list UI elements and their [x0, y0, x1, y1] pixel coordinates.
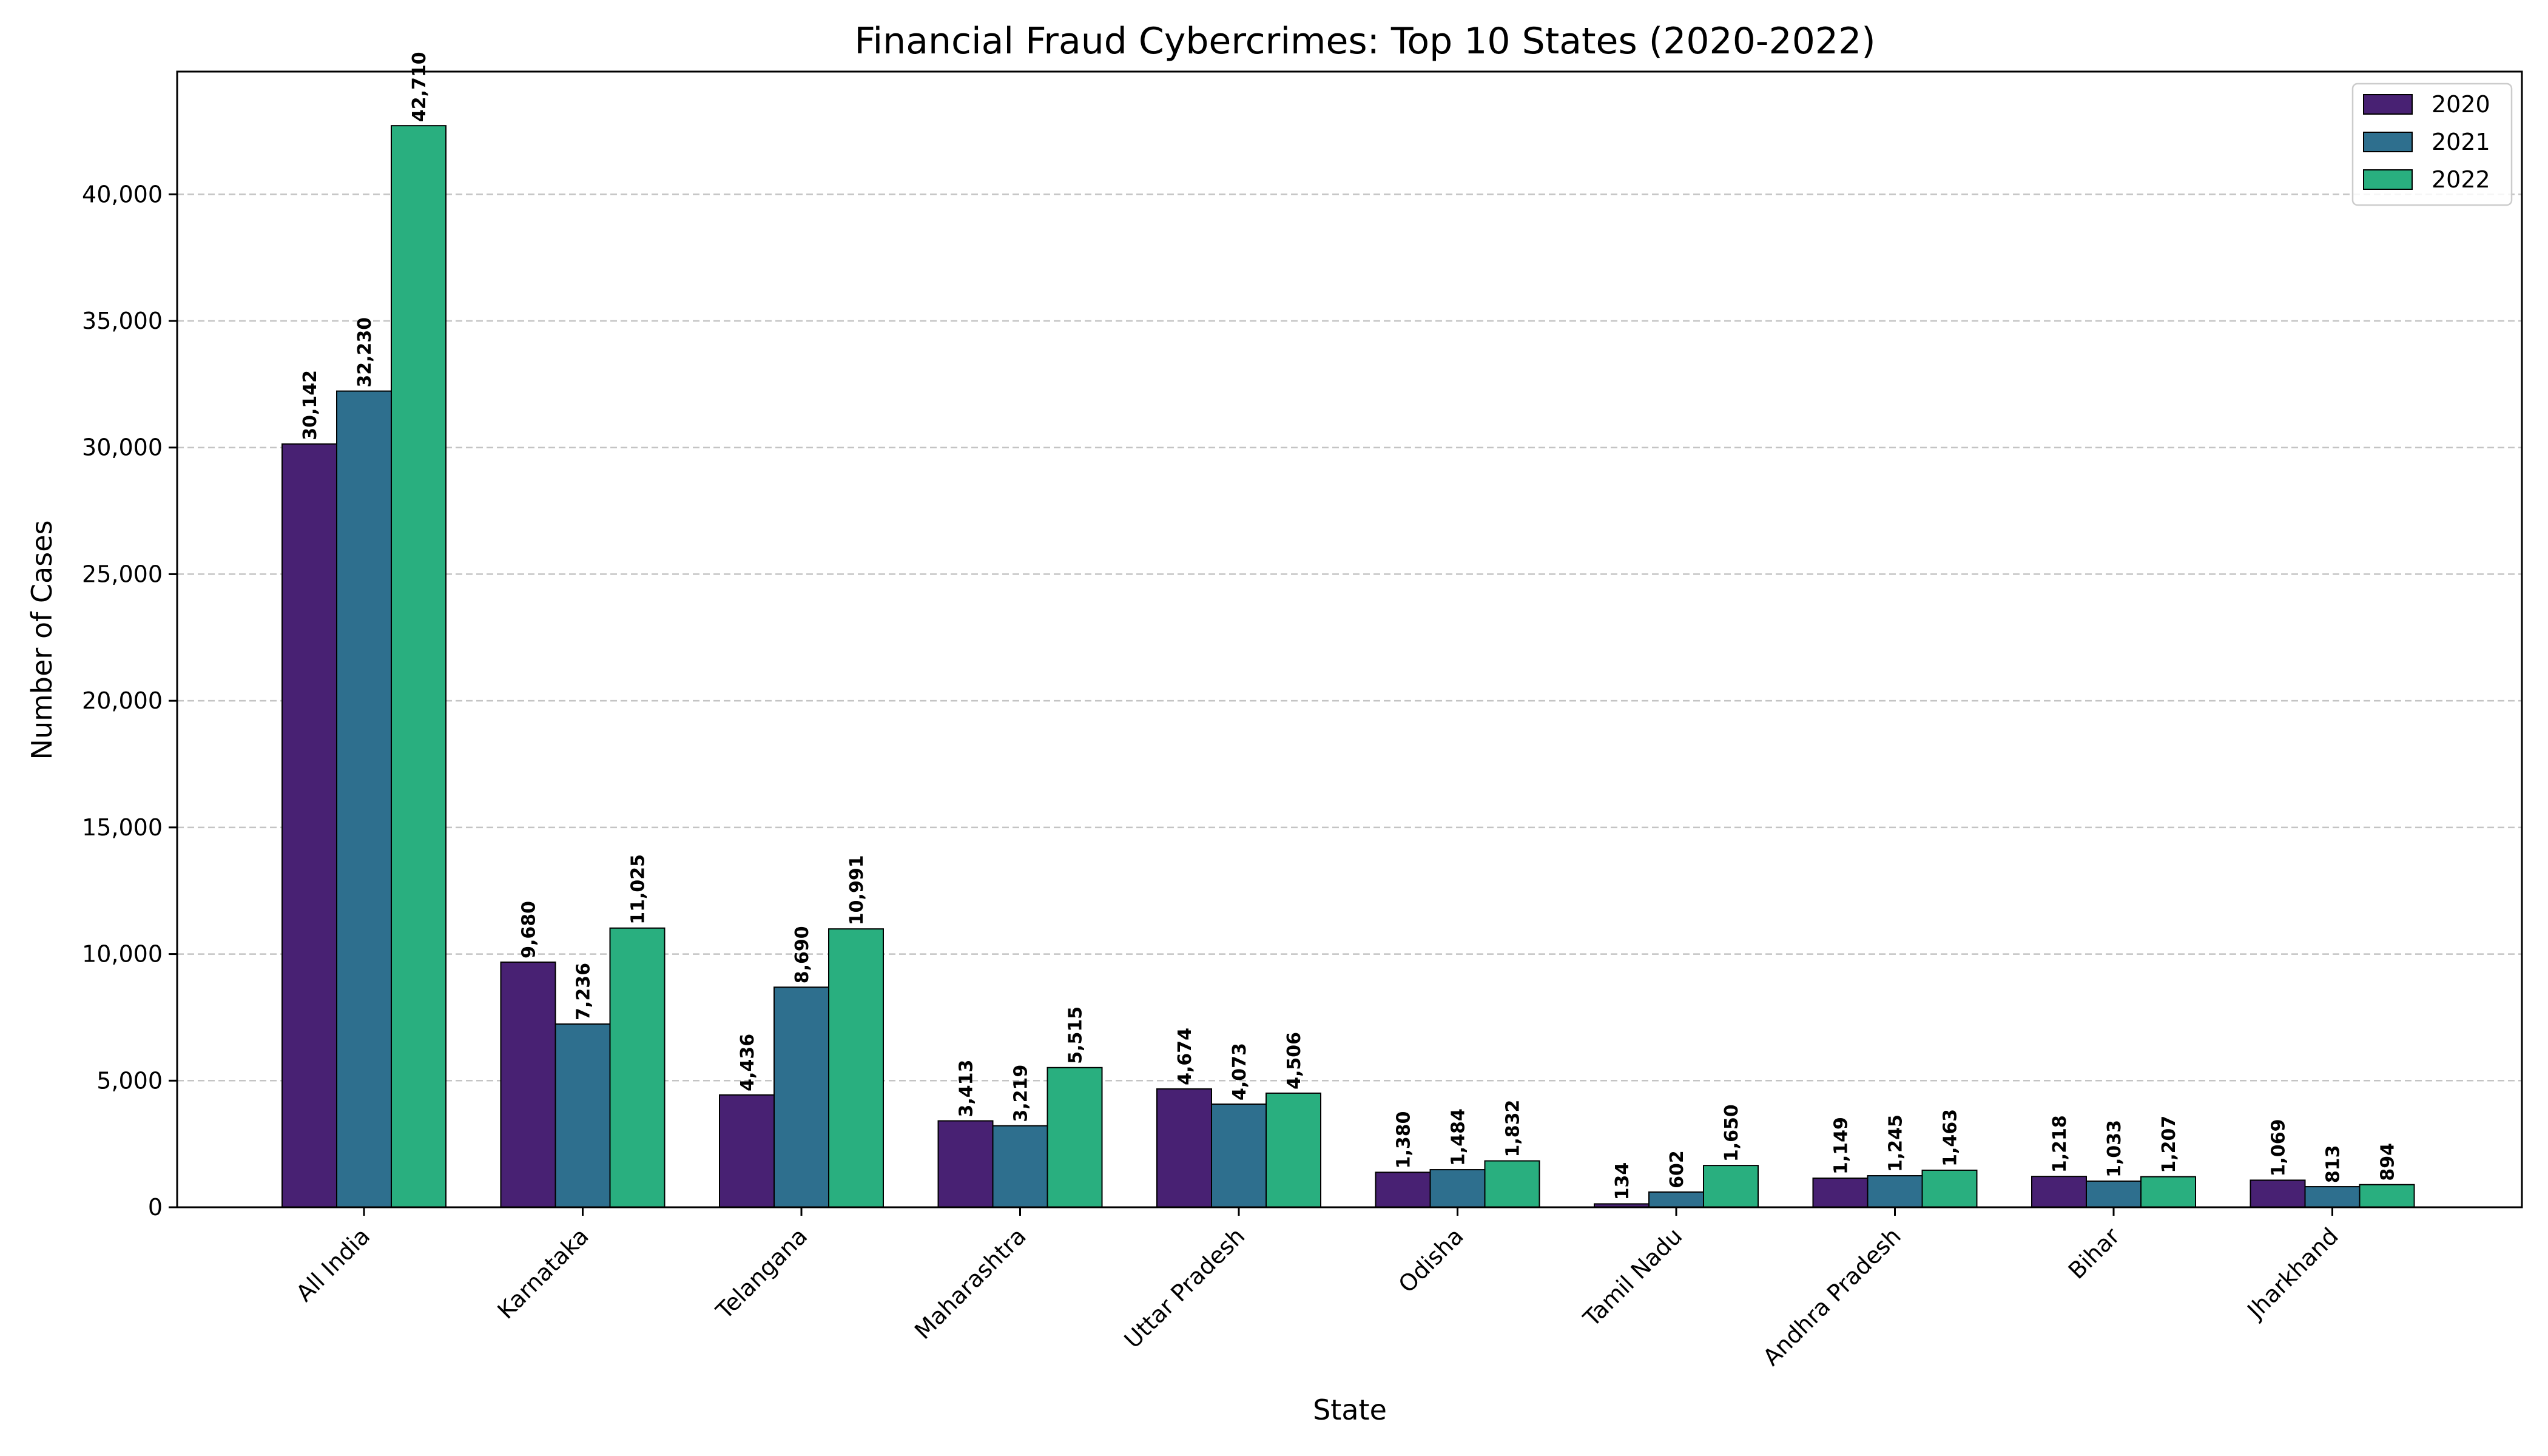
- data-label-2021: 7,236: [573, 963, 595, 1020]
- x-tick-label: Karnataka: [493, 1222, 594, 1324]
- data-label-2020: 134: [1612, 1162, 1633, 1201]
- legend-swatch-2020: [2363, 94, 2413, 115]
- data-label-2021: 32,230: [354, 317, 376, 388]
- bar-2020: [1156, 1088, 1212, 1208]
- y-axis-ticks: 0 5,000 10,000 15,000 20,000 25,000 30,000 35,0…: [82, 181, 177, 1221]
- bar-2021: [1867, 1175, 1923, 1208]
- data-label-2021: 1,245: [1886, 1114, 1907, 1172]
- data-label-2020: 30,142: [300, 370, 321, 440]
- y-tick-label: 30,000: [82, 434, 163, 461]
- y-axis-label: Number of Cases: [25, 521, 58, 760]
- bar-2022: [1484, 1160, 1540, 1208]
- data-label-2021: 8,690: [792, 926, 813, 983]
- data-label-2022: 894: [2378, 1143, 2399, 1181]
- bar-2020: [937, 1120, 994, 1208]
- x-tick-label: Bihar: [2063, 1222, 2125, 1284]
- y-tick-label: 35,000: [82, 308, 163, 334]
- data-label-2021: 1,484: [1448, 1108, 1469, 1166]
- bar-2022: [1921, 1169, 1978, 1208]
- data-label-2021: 3,219: [1011, 1065, 1032, 1122]
- bar-2021: [2304, 1186, 2361, 1208]
- x-tick-label: All India: [291, 1222, 375, 1307]
- x-axis-label: State: [1313, 1394, 1387, 1426]
- data-label-2022: 10,991: [846, 855, 868, 925]
- bar-2022: [2140, 1176, 2196, 1208]
- plot-frame: [176, 70, 2523, 1208]
- x-tick-label: Jharkhand: [2242, 1222, 2344, 1324]
- bar-2022: [609, 927, 666, 1208]
- bar-2020: [719, 1094, 775, 1208]
- legend: 2020 2021 2022: [2351, 83, 2513, 206]
- x-tick-label: Andhra Pradesh: [1758, 1222, 1906, 1371]
- data-label-2022: 11,025: [628, 854, 649, 925]
- legend-label-2021: 2021: [2432, 129, 2490, 155]
- bar-2022: [828, 928, 884, 1208]
- data-label-2022: 1,207: [2159, 1116, 2180, 1173]
- bar-2021: [554, 1023, 611, 1208]
- data-label-2020: 1,218: [2049, 1115, 2071, 1173]
- y-tick-label: 20,000: [82, 687, 163, 714]
- bars: [281, 125, 2415, 1208]
- bar-2020: [1375, 1171, 1431, 1208]
- bar-2022: [391, 125, 447, 1208]
- bar-2022: [2359, 1184, 2415, 1208]
- bar-2021: [1648, 1191, 1704, 1208]
- legend-swatch-2021: [2363, 132, 2413, 152]
- data-label-2022: 5,515: [1065, 1006, 1087, 1064]
- bar-2020: [2031, 1176, 2087, 1208]
- legend-label-2020: 2020: [2432, 91, 2490, 118]
- y-tick-label: 5,000: [96, 1067, 163, 1094]
- y-tick-label: 25,000: [82, 561, 163, 587]
- legend-label-2022: 2022: [2432, 166, 2490, 193]
- data-label-2020: 1,380: [1394, 1111, 1415, 1168]
- bar-2021: [336, 390, 392, 1208]
- data-label-2020: 1,149: [1831, 1117, 1852, 1175]
- data-label-2022: 1,463: [1940, 1109, 1961, 1167]
- x-tick-label: Odisha: [1394, 1222, 1469, 1298]
- chart-title: Financial Fraud Cybercrimes: Top 10 Stat…: [854, 20, 1875, 62]
- data-label-2020: 9,680: [519, 901, 540, 959]
- data-label-2021: 1,033: [2104, 1120, 2125, 1178]
- data-label-2021: 4,073: [1229, 1043, 1250, 1100]
- y-tick-label: 10,000: [82, 941, 163, 968]
- data-label-2022: 1,650: [1721, 1104, 1742, 1162]
- data-label-2020: 4,436: [737, 1034, 758, 1091]
- x-tick-label: Telangana: [710, 1222, 812, 1324]
- legend-swatch-2022: [2363, 169, 2413, 190]
- x-axis-ticks: All India Karnataka Telangana Maharashtra Ut…: [291, 1207, 2344, 1371]
- bar-2022: [1266, 1092, 1321, 1208]
- data-label-2021: 813: [2323, 1145, 2344, 1183]
- data-labels: 30,142 9,680 4,436 3,413 4,674 1,380 134 1,149 1…: [300, 52, 2399, 1200]
- x-tick-label: Uttar Pradesh: [1119, 1222, 1250, 1353]
- bar-2020: [500, 961, 556, 1208]
- data-label-2022: 4,506: [1284, 1032, 1305, 1090]
- x-tick-label: Maharashtra: [909, 1222, 1031, 1344]
- bar-2020: [2250, 1179, 2306, 1208]
- bar-2020: [281, 443, 337, 1208]
- bar-2022: [1046, 1067, 1103, 1208]
- bar-2022: [1703, 1165, 1759, 1208]
- bar-2021: [1211, 1103, 1267, 1208]
- bar-2020: [1812, 1178, 1869, 1208]
- y-tick-label: 15,000: [82, 814, 163, 841]
- data-label-2022: 42,710: [409, 52, 430, 122]
- bar-2021: [1429, 1169, 1486, 1208]
- x-tick-label: Tamil Nadu: [1578, 1222, 1688, 1332]
- bar-2021: [992, 1125, 1048, 1208]
- bar-2021: [774, 986, 829, 1208]
- y-tick-label: 0: [148, 1194, 163, 1221]
- y-tick-label: 40,000: [82, 181, 163, 207]
- data-label-2020: 4,674: [1175, 1028, 1196, 1085]
- bar-2021: [2086, 1180, 2142, 1208]
- data-label-2020: 3,413: [956, 1060, 977, 1117]
- data-label-2022: 1,832: [1503, 1100, 1524, 1158]
- data-label-2021: 602: [1667, 1150, 1688, 1188]
- data-label-2020: 1,069: [2268, 1119, 2290, 1176]
